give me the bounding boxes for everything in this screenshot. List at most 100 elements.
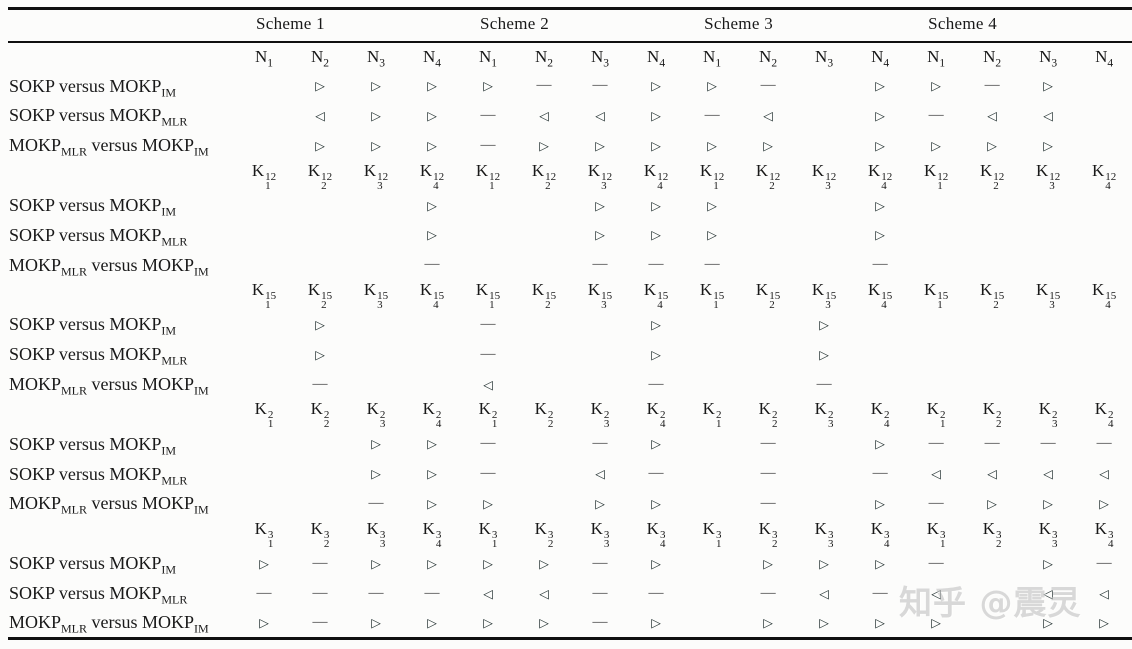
subscript: IM — [161, 562, 177, 577]
subscript: 4 — [435, 57, 442, 70]
superscript: 12 — [377, 170, 389, 183]
result-cell: ◁ — [516, 579, 572, 609]
result-cell — [460, 191, 516, 221]
equal-dash-symbol: — — [760, 435, 776, 452]
subscript: 3 — [601, 299, 607, 312]
left-triangle-symbol: ◁ — [763, 107, 773, 123]
col-header-scheme4-K3: K 12 3 — [1035, 160, 1061, 192]
result-cell — [740, 191, 796, 221]
right-triangle-symbol: ▷ — [371, 107, 381, 123]
right-triangle-symbol: ▷ — [707, 197, 717, 213]
col-header-scheme4-N3: N3 — [1039, 46, 1058, 70]
superscript: 15 — [713, 290, 725, 303]
equal-dash-symbol: — — [592, 613, 608, 630]
sup-sub-stack: 12 3 — [825, 171, 836, 191]
superscript: 2 — [827, 409, 834, 422]
equal-dash-symbol: — — [648, 465, 664, 482]
result-cell: ▷ — [852, 191, 908, 221]
col-header-scheme1-K4: K 15 4 — [419, 280, 445, 312]
result-cell — [292, 429, 348, 459]
subscript: 1 — [713, 299, 719, 312]
result-cell: ▷ — [404, 101, 460, 131]
subscript: 2 — [323, 537, 330, 550]
subscript: 3 — [1051, 418, 1058, 431]
sup-sub-stack: 15 1 — [265, 291, 276, 311]
superscript: 3 — [603, 528, 610, 541]
result-cell — [908, 191, 964, 221]
subscript: MLR — [161, 592, 188, 607]
result-cell: — — [572, 71, 628, 101]
col-header-scheme3-K1: K 12 1 — [699, 160, 725, 192]
superscript: 3 — [995, 528, 1002, 541]
right-triangle-symbol: ▷ — [1099, 495, 1109, 511]
col-header-scheme4-K4: K 15 4 — [1091, 280, 1117, 312]
col-header-scheme2-K1: K 12 1 — [475, 160, 501, 192]
result-cell: ▷ — [516, 608, 572, 638]
result-cell — [796, 220, 852, 250]
equal-dash-symbol: — — [536, 77, 552, 94]
equal-dash-symbol: — — [312, 584, 328, 601]
row-label: SOKP versus MOKPIM — [9, 433, 177, 458]
subscript: IM — [194, 621, 209, 636]
result-cell: — — [292, 549, 348, 579]
equal-dash-symbol: — — [872, 584, 888, 601]
result-cell: ▷ — [404, 489, 460, 519]
result-cell — [236, 71, 292, 101]
col-header-scheme2-K2: K 12 2 — [531, 160, 557, 192]
subscript: MLR — [61, 621, 88, 636]
subscript: 3 — [825, 299, 831, 312]
subscript: 2 — [323, 418, 330, 431]
result-cell — [1020, 220, 1076, 250]
result-cell: ▷ — [1020, 489, 1076, 519]
equal-dash-symbol: — — [872, 465, 888, 482]
right-triangle-symbol: ▷ — [595, 495, 605, 511]
col-header-scheme1-K3: K 15 3 — [363, 280, 389, 312]
superscript: 15 — [657, 290, 669, 303]
subscript: 3 — [827, 537, 834, 550]
left-triangle-symbol: ◁ — [1043, 585, 1053, 601]
right-triangle-symbol: ▷ — [651, 555, 661, 571]
result-cell: ▷ — [628, 191, 684, 221]
result-cell: ◁ — [1020, 579, 1076, 609]
result-cell — [684, 459, 740, 489]
subscript: MLR — [161, 115, 188, 130]
result-cell: ▷ — [796, 340, 852, 370]
superscript: 3 — [379, 528, 386, 541]
right-triangle-symbol: ▷ — [371, 555, 381, 571]
result-cell: ◁ — [572, 101, 628, 131]
subscript: 4 — [1107, 57, 1114, 70]
col-header-scheme3-N4: N4 — [871, 46, 890, 70]
right-triangle-symbol: ▷ — [651, 495, 661, 511]
col-header-scheme2-K3: K 15 3 — [587, 280, 613, 312]
result-cell: ▷ — [404, 131, 460, 161]
equal-dash-symbol: — — [312, 613, 328, 630]
left-triangle-symbol: ◁ — [931, 585, 941, 601]
result-cell: — — [572, 608, 628, 638]
equal-dash-symbol: — — [480, 315, 496, 332]
result-cell: ▷ — [796, 549, 852, 579]
right-triangle-symbol: ▷ — [315, 316, 325, 332]
result-cell — [292, 220, 348, 250]
col-header-scheme1-K2: K 12 2 — [307, 160, 333, 192]
result-cell: — — [516, 71, 572, 101]
result-cell: — — [460, 131, 516, 161]
right-triangle-symbol: ▷ — [875, 78, 885, 94]
right-triangle-symbol: ▷ — [1043, 137, 1053, 153]
result-cell: ◁ — [1020, 459, 1076, 489]
subscript: 4 — [659, 418, 666, 431]
result-cell — [572, 310, 628, 340]
result-cell: — — [460, 101, 516, 131]
equal-dash-symbol: — — [872, 256, 888, 273]
result-cell — [964, 549, 1020, 579]
col-header-scheme2-K4: K 15 4 — [643, 280, 669, 312]
superscript: 12 — [993, 170, 1005, 183]
right-triangle-symbol: ▷ — [875, 197, 885, 213]
subscript: 2 — [321, 299, 327, 312]
